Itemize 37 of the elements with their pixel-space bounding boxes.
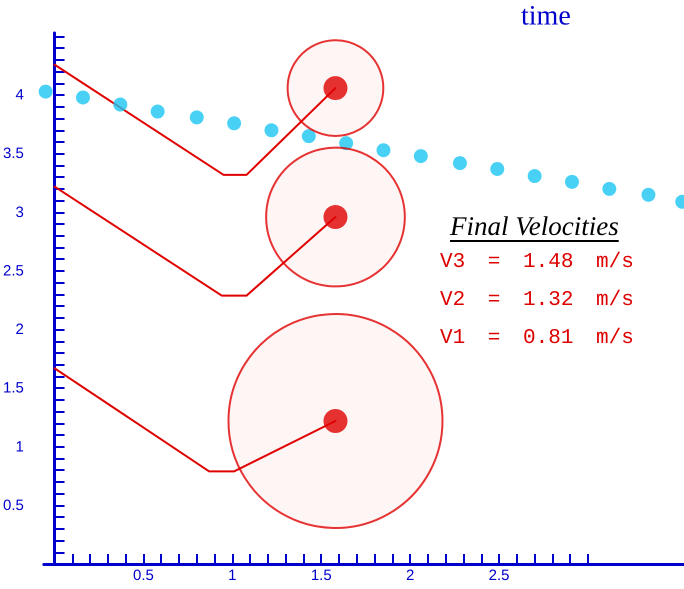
point [641,188,656,202]
point [302,129,316,144]
point [150,104,165,119]
point [190,110,204,124]
point [38,84,53,99]
x-tick-label: 0.5 [133,567,154,584]
point [452,156,467,170]
annotation: V1 = 0.81 m/s [440,326,634,352]
annotation: V2 = 1.32 m/s [440,288,634,314]
point [414,149,428,164]
point [602,182,616,196]
point [376,143,390,158]
point [339,136,354,150]
point [324,409,348,433]
x-axis-title: time [521,0,571,32]
x-tick-label: 2.5 [488,567,510,584]
point [324,205,348,230]
point [490,162,504,176]
point [227,116,242,130]
point [76,90,90,104]
y-tick-label: 0.5 [2,496,24,514]
point [113,98,128,112]
annotation: Final Velocities [448,210,620,243]
y-tick-label: 3 [16,204,24,221]
y-tick-label: 1 [16,438,24,456]
point [564,174,579,189]
x-tick-label: 1.5 [310,567,332,584]
x-tick-label: 1 [228,567,237,584]
point [264,123,278,138]
point [528,169,542,184]
y-tick-label: 3.5 [2,145,24,162]
y-tick-label: 1.5 [2,380,24,397]
y-tick-label: 2.5 [2,262,24,280]
annotation: V3 = 1.48 m/s [440,250,634,276]
y-tick-label: 2 [16,321,24,338]
x-tick-label: 2 [406,567,414,584]
y-tick-label: 4 [16,86,24,104]
